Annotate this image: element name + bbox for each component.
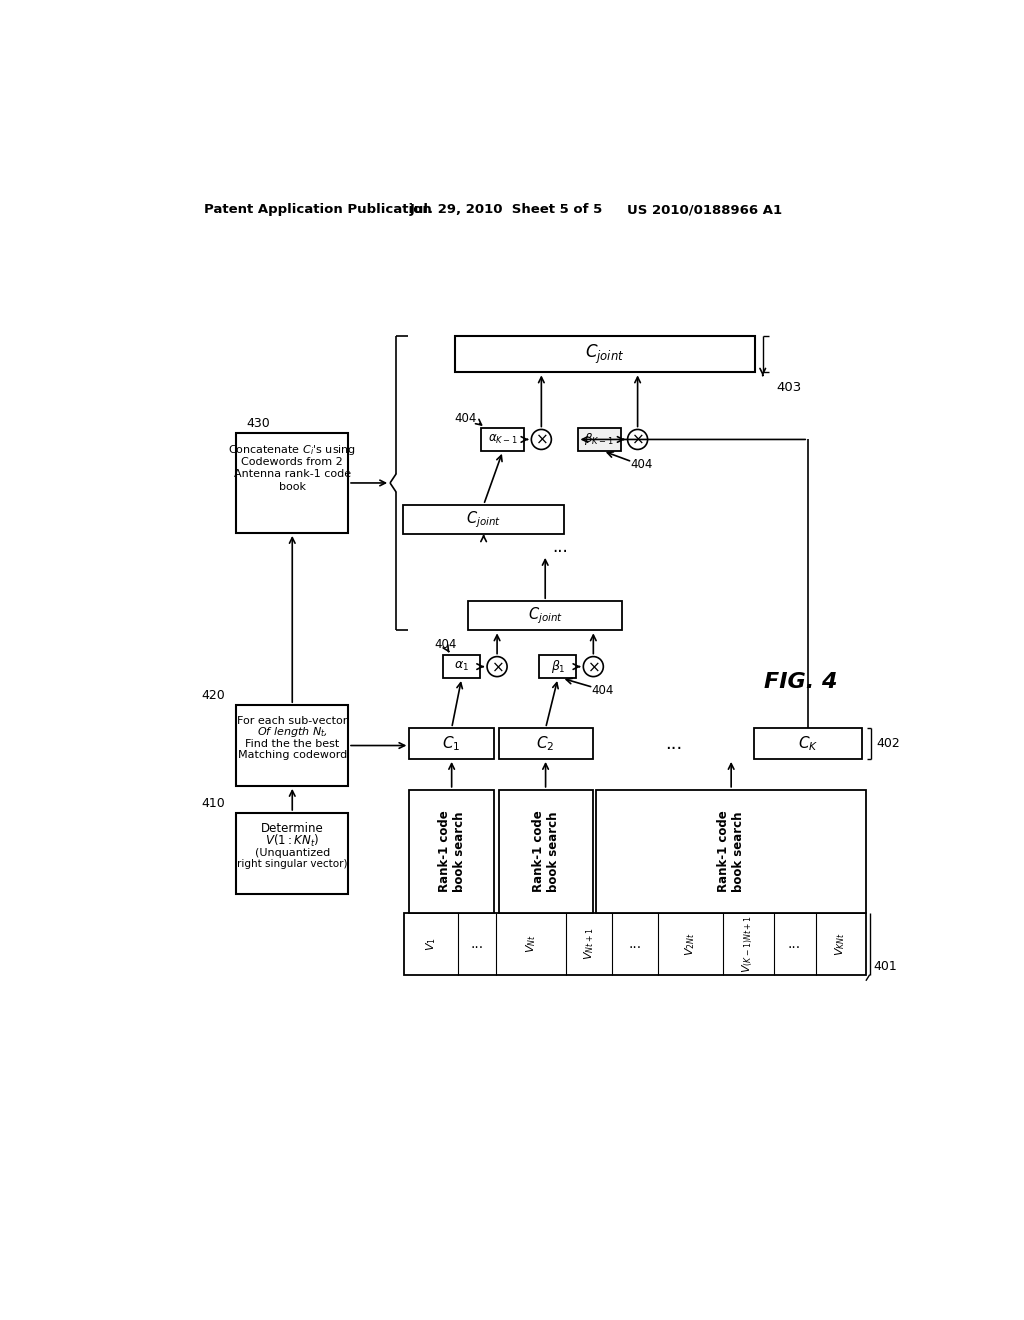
Text: Rank-1 code
book search: Rank-1 code book search xyxy=(531,810,559,892)
Text: Concatenate $C_i$'s using: Concatenate $C_i$'s using xyxy=(228,442,356,457)
Text: (Unquantized: (Unquantized xyxy=(255,847,330,858)
Bar xyxy=(468,601,623,631)
Bar xyxy=(499,729,593,759)
Bar xyxy=(540,655,577,678)
Bar xyxy=(455,335,755,372)
Text: $\times$: $\times$ xyxy=(490,659,504,675)
Text: 404: 404 xyxy=(455,412,477,425)
Text: $V_{(K-1)Nt+1}$: $V_{(K-1)Nt+1}$ xyxy=(741,915,756,973)
Text: $\alpha_{K-1}$: $\alpha_{K-1}$ xyxy=(488,433,518,446)
Bar xyxy=(499,789,593,913)
Text: ...: ... xyxy=(787,937,801,950)
Text: $C_2$: $C_2$ xyxy=(537,734,555,752)
Text: Rank-1 code
book search: Rank-1 code book search xyxy=(437,810,466,892)
Text: Codewords from 2: Codewords from 2 xyxy=(242,457,343,467)
Text: ...: ... xyxy=(470,937,483,950)
Text: Of length $N_t$,: Of length $N_t$, xyxy=(257,725,328,739)
Text: Rank-1 code
book search: Rank-1 code book search xyxy=(717,810,745,892)
Text: FIG. 4: FIG. 4 xyxy=(764,672,838,692)
Text: $\alpha_1$: $\alpha_1$ xyxy=(455,660,469,673)
Bar xyxy=(410,789,494,913)
Text: 401: 401 xyxy=(873,961,897,973)
Text: $C_{joint}$: $C_{joint}$ xyxy=(466,510,501,529)
Text: 404: 404 xyxy=(592,684,614,697)
Text: $V(1: KN_t)$: $V(1: KN_t)$ xyxy=(265,833,319,849)
Text: $C_K$: $C_K$ xyxy=(798,734,818,752)
Text: Matching codeword: Matching codeword xyxy=(238,750,347,760)
Bar xyxy=(578,428,621,451)
Text: 403: 403 xyxy=(776,381,802,395)
Text: Antenna rank-1 code: Antenna rank-1 code xyxy=(233,470,351,479)
Text: 430: 430 xyxy=(246,417,269,430)
Text: $C_1$: $C_1$ xyxy=(442,734,461,752)
Text: Patent Application Publication: Patent Application Publication xyxy=(204,203,431,216)
Text: $\times$: $\times$ xyxy=(587,659,600,675)
Text: US 2010/0188966 A1: US 2010/0188966 A1 xyxy=(628,203,782,216)
Bar xyxy=(237,433,348,533)
Text: right singular vector): right singular vector) xyxy=(237,859,347,869)
Text: Find the the best: Find the the best xyxy=(245,739,339,748)
Text: Determine: Determine xyxy=(261,822,324,834)
Bar xyxy=(403,913,866,974)
Text: 402: 402 xyxy=(876,737,900,750)
Bar xyxy=(237,705,348,785)
Text: 404: 404 xyxy=(630,458,652,471)
Text: 410: 410 xyxy=(202,797,225,810)
Text: $\beta_1$: $\beta_1$ xyxy=(551,659,565,675)
Text: $\times$: $\times$ xyxy=(535,432,548,447)
Text: $\times$: $\times$ xyxy=(631,432,644,447)
Text: For each sub-vector: For each sub-vector xyxy=(238,715,347,726)
Bar xyxy=(443,655,480,678)
Text: ...: ... xyxy=(553,539,568,556)
Text: Jul. 29, 2010  Sheet 5 of 5: Jul. 29, 2010 Sheet 5 of 5 xyxy=(410,203,602,216)
Bar xyxy=(237,813,348,894)
Bar xyxy=(402,506,564,535)
Bar xyxy=(596,789,866,913)
Text: 404: 404 xyxy=(434,638,457,651)
Text: $V_1$: $V_1$ xyxy=(424,937,438,950)
Bar xyxy=(410,729,494,759)
Text: $V_{KNt}$: $V_{KNt}$ xyxy=(834,932,848,956)
Text: book: book xyxy=(279,482,306,492)
Text: $\beta_{K-1}$: $\beta_{K-1}$ xyxy=(585,432,613,447)
Text: $V_{Nt+1}$: $V_{Nt+1}$ xyxy=(582,928,596,960)
Text: ...: ... xyxy=(665,735,682,752)
Text: ...: ... xyxy=(629,937,641,950)
Text: 420: 420 xyxy=(202,689,225,702)
Bar xyxy=(481,428,524,451)
Text: $C_{joint}$: $C_{joint}$ xyxy=(527,606,563,626)
Bar xyxy=(755,729,862,759)
Text: $V_{2Nt}$: $V_{2Nt}$ xyxy=(683,932,697,956)
Text: $C_{joint}$: $C_{joint}$ xyxy=(585,342,625,366)
Text: $V_{Nt}$: $V_{Nt}$ xyxy=(524,935,538,953)
